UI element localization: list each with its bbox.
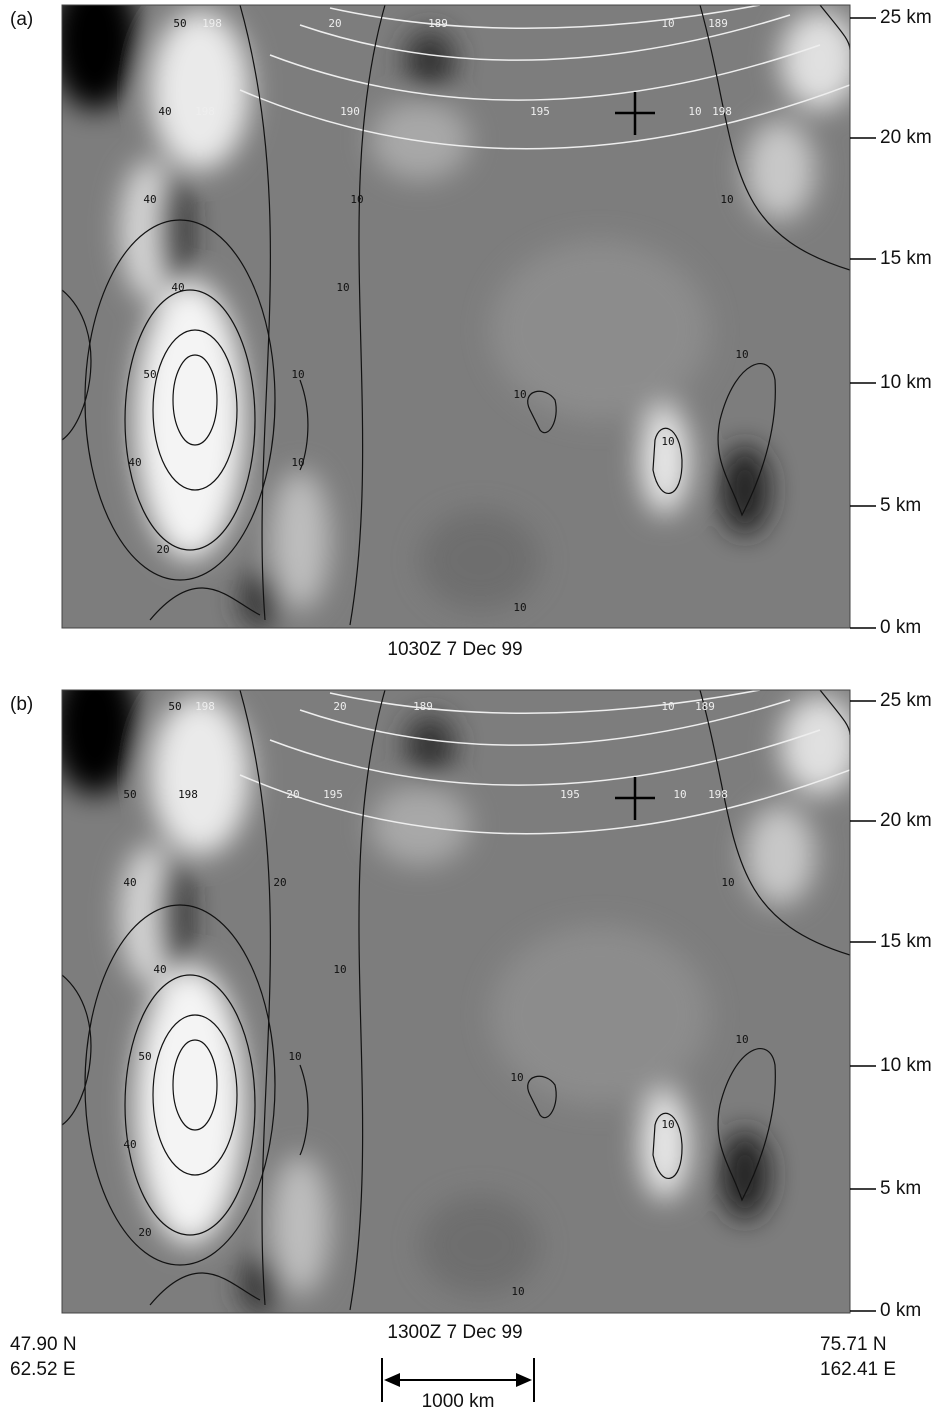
- contour-label: 20: [328, 17, 341, 30]
- right-lon: 162.41 E: [820, 1359, 896, 1380]
- contour-label: 10: [735, 348, 748, 361]
- contour-label: 198: [195, 105, 215, 118]
- contour-label: 198: [708, 788, 728, 801]
- contour-label: 10: [513, 601, 526, 614]
- tick-label: 15 km: [880, 248, 932, 269]
- tick-label: 0 km: [880, 617, 921, 638]
- contour-label: 40: [123, 876, 136, 889]
- contour-label: 198: [195, 700, 215, 713]
- contour-label: 10: [288, 1050, 301, 1063]
- panel-label: (a): [10, 9, 33, 30]
- image-patch: [405, 715, 455, 775]
- tick-label: 20 km: [880, 810, 932, 831]
- contour-label: 189: [708, 17, 728, 30]
- scale-bar-label: 1000 km: [422, 1391, 495, 1412]
- tick-label: 10 km: [880, 1055, 932, 1076]
- contour-label: 40: [171, 281, 184, 294]
- contour-label: 10: [673, 788, 686, 801]
- image-patch: [780, 10, 860, 110]
- image-patch: [270, 470, 330, 610]
- contour-label: 40: [153, 963, 166, 976]
- right-lat: 75.71 N: [820, 1334, 887, 1355]
- image-patch: [370, 100, 470, 180]
- cross-section-image: [50, 0, 860, 630]
- contour-label: 195: [530, 105, 550, 118]
- contour-label: 189: [695, 700, 715, 713]
- tick-label: 25 km: [880, 7, 932, 28]
- contour-label: 40: [143, 193, 156, 206]
- image-patch: [150, 10, 250, 170]
- image-patch: [370, 785, 470, 865]
- contour-label: 10: [336, 281, 349, 294]
- contour-label: 10: [510, 1071, 523, 1084]
- contour-label: 10: [350, 193, 363, 206]
- image-patch: [420, 1195, 540, 1295]
- contour-label: 10: [291, 368, 304, 381]
- contour-label: 198: [202, 17, 222, 30]
- tick-label: 15 km: [880, 931, 932, 952]
- panel-caption: 1030Z 7 Dec 99: [387, 639, 522, 660]
- tick-label: 5 km: [880, 1178, 921, 1199]
- contour-label: 20: [156, 543, 169, 556]
- left-lat: 47.90 N: [10, 1334, 77, 1355]
- contour-label: 10: [661, 1118, 674, 1131]
- image-patch: [240, 570, 280, 630]
- contour-label: 10: [735, 1033, 748, 1046]
- contour-label: 50: [143, 368, 156, 381]
- contour-label: 189: [428, 17, 448, 30]
- image-patch: [160, 170, 190, 290]
- contour-label: 40: [123, 1138, 136, 1151]
- panel: (a) 50 198 20 189 10 189 40 198 190 195 10 198 40 10 10…: [10, 0, 932, 660]
- image-patch: [720, 445, 770, 535]
- contour-label: 50: [173, 17, 186, 30]
- contour-label: 10: [661, 17, 674, 30]
- image-patch: [135, 965, 245, 1245]
- left-lon: 62.52 E: [10, 1359, 76, 1380]
- tick-label: 0 km: [880, 1300, 921, 1321]
- contour-label: 40: [128, 456, 141, 469]
- contour-label: 20: [273, 876, 286, 889]
- cross-section-image: [50, 655, 860, 1315]
- contour-label: 10: [721, 876, 734, 889]
- contour-label: 20: [138, 1226, 151, 1239]
- contour-label: 10: [291, 456, 304, 469]
- contour-label: 190: [340, 105, 360, 118]
- contour-label: 10: [661, 700, 674, 713]
- contour-label: 10: [688, 105, 701, 118]
- contour-label: 10: [720, 193, 733, 206]
- tick-label: 10 km: [880, 372, 932, 393]
- contour-label: 198: [712, 105, 732, 118]
- image-patch: [780, 695, 860, 795]
- contour-label: 198: [178, 788, 198, 801]
- panel: (b) 50 198 20 189 10 189 50 198 20 195 195 10 198 40 20…: [10, 655, 932, 1343]
- figure: 47.90 N 62.52 E 75.71 N 162.41 E 1000 km…: [0, 0, 951, 1413]
- image-patch: [240, 1255, 280, 1315]
- tick-label: 25 km: [880, 690, 932, 711]
- panel-label: (b): [10, 694, 33, 715]
- image-patch: [50, 655, 140, 795]
- image-patch: [150, 695, 250, 855]
- contour-label: 189: [413, 700, 433, 713]
- image-patch: [405, 30, 455, 90]
- contour-label: 10: [511, 1285, 524, 1298]
- contour-label: 20: [286, 788, 299, 801]
- contour-label: 10: [513, 388, 526, 401]
- image-patch: [720, 1130, 770, 1220]
- image-patch: [135, 280, 245, 560]
- image-patch: [270, 1155, 330, 1295]
- contour-label: 10: [661, 435, 674, 448]
- contour-label: 50: [123, 788, 136, 801]
- contour-label: 195: [323, 788, 343, 801]
- contour-label: 20: [333, 700, 346, 713]
- panel-caption: 1300Z 7 Dec 99: [387, 1322, 522, 1343]
- tick-label: 20 km: [880, 127, 932, 148]
- contour-label: 50: [138, 1050, 151, 1063]
- tick-label: 5 km: [880, 495, 921, 516]
- contour-label: 195: [560, 788, 580, 801]
- image-patch: [160, 855, 190, 975]
- contour-label: 50: [168, 700, 181, 713]
- image-patch: [420, 510, 540, 610]
- contour-label: 10: [333, 963, 346, 976]
- contour-label: 40: [158, 105, 171, 118]
